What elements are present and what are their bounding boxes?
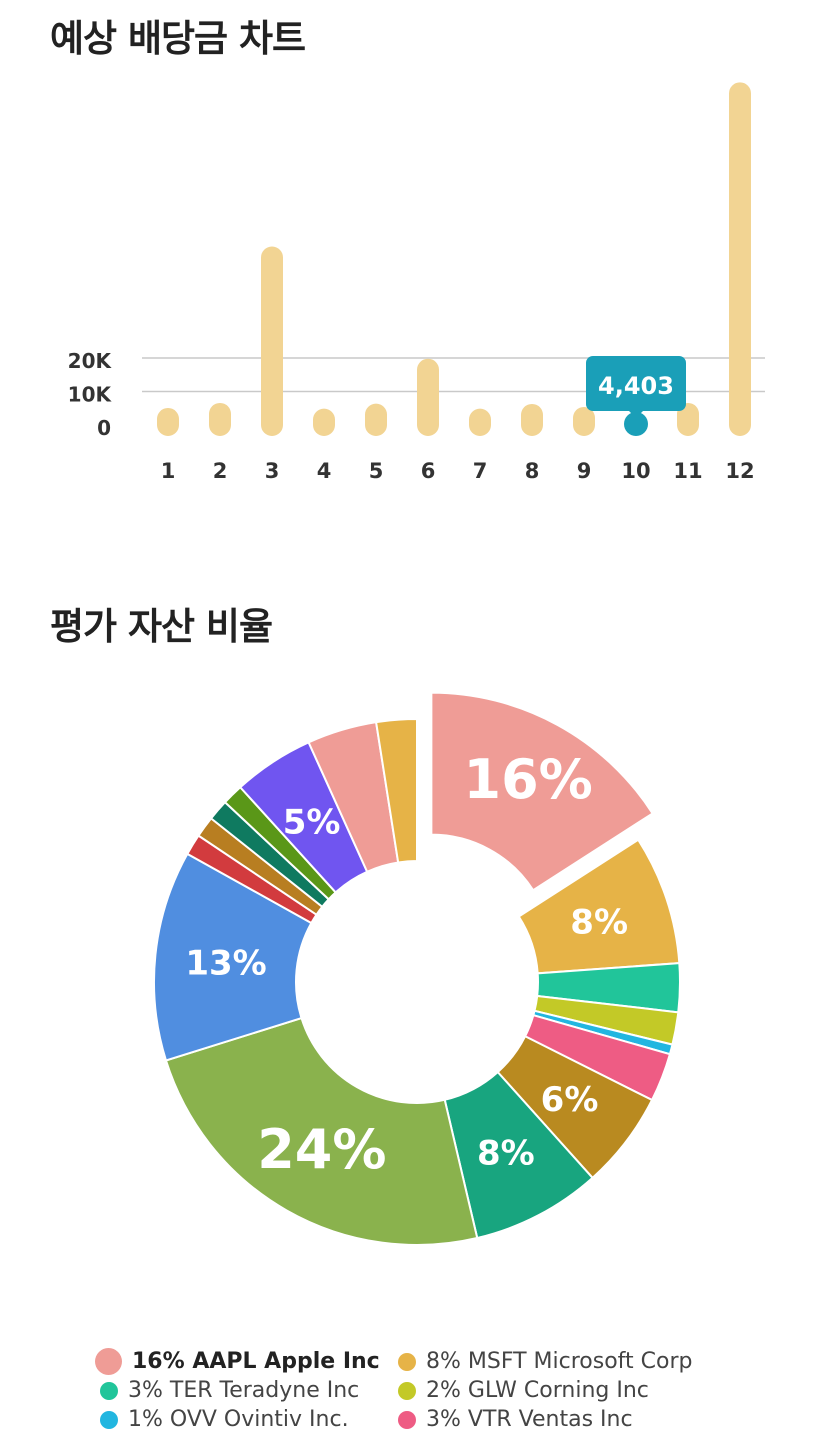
legend-row: 1% OVV Ovintiv Inc. 3% VTR Ventas Inc (95, 1405, 815, 1434)
legend-item-ter[interactable]: 3% TER Teradyne Inc (95, 1378, 393, 1403)
bar[interactable] (521, 403, 543, 436)
asset-ratio-title: 평가 자산 비율 (50, 605, 273, 648)
bar-highlighted[interactable] (624, 412, 648, 436)
donut-slice[interactable] (374, 717, 418, 864)
legend-item-aapl[interactable]: 16% AAPL Apple Inc (95, 1348, 393, 1375)
x-tick-label: 5 (369, 459, 384, 483)
bar[interactable] (573, 406, 595, 436)
legend-item-glw[interactable]: 2% GLW Corning Inc (393, 1378, 649, 1403)
slice-label: 13% (185, 943, 266, 983)
donut-slice[interactable] (164, 1016, 479, 1246)
donut-slice[interactable] (153, 852, 313, 1062)
donut-legend: 16% AAPL Apple Inc 8% MSFT Microsoft Cor… (95, 1347, 815, 1434)
legend-label: 1% OVV Ovintiv Inc. (128, 1407, 349, 1432)
slice-label: 6% (541, 1080, 599, 1120)
bar[interactable] (157, 407, 179, 436)
x-tick-label: 3 (265, 459, 280, 483)
legend-dot-icon (398, 1381, 416, 1400)
x-tick-label: 10 (621, 459, 650, 483)
bar[interactable] (417, 358, 439, 436)
y-tick-label: 0 (97, 416, 111, 440)
bar[interactable] (469, 408, 491, 436)
legend-dot-icon (100, 1381, 118, 1400)
x-tick-label: 11 (673, 459, 702, 483)
slice-label: 16% (464, 748, 593, 811)
legend-label: 3% TER Teradyne Inc (128, 1378, 360, 1403)
bar[interactable] (209, 402, 231, 436)
y-tick-label: 20K (68, 349, 113, 373)
legend-dot-icon (398, 1410, 416, 1429)
bar[interactable] (365, 403, 387, 436)
x-tick-label: 8 (525, 459, 540, 483)
asset-donut-chart[interactable]: 16%8%6%8%24%13%5% (0, 0, 833, 1300)
legend-row: 3% TER Teradyne Inc 2% GLW Corning Inc (95, 1376, 815, 1405)
legend-item-ovv[interactable]: 1% OVV Ovintiv Inc. (95, 1407, 393, 1432)
legend-label: 8% MSFT Microsoft Corp (426, 1349, 693, 1374)
legend-item-vtr[interactable]: 3% VTR Ventas Inc (393, 1407, 633, 1432)
x-tick-label: 6 (421, 459, 436, 483)
legend-dot-icon (398, 1352, 416, 1371)
legend-item-msft[interactable]: 8% MSFT Microsoft Corp (393, 1349, 692, 1374)
x-tick-label: 2 (213, 459, 228, 483)
tooltip-box (586, 356, 686, 411)
slice-label: 8% (477, 1133, 535, 1173)
slice-label: 5% (283, 803, 341, 843)
x-tick-label: 4 (317, 459, 332, 483)
x-tick-label: 7 (473, 459, 488, 483)
legend-label: 3% VTR Ventas Inc (426, 1407, 633, 1432)
donut-slice[interactable] (430, 691, 654, 892)
legend-row: 16% AAPL Apple Inc 8% MSFT Microsoft Cor… (95, 1347, 815, 1376)
tooltip-value: 4,403 (598, 372, 674, 400)
legend-dot-icon (95, 1348, 122, 1375)
bar[interactable] (729, 82, 751, 436)
x-tick-label: 9 (577, 459, 592, 483)
x-tick-label: 1 (161, 459, 176, 483)
bar[interactable] (261, 246, 283, 437)
legend-label: 2% GLW Corning Inc (426, 1378, 649, 1403)
dividend-chart-title: 예상 배당금 차트 (50, 17, 306, 60)
legend-label: 16% AAPL Apple Inc (132, 1349, 380, 1374)
y-tick-label: 10K (68, 383, 113, 407)
tooltip-arrow (628, 410, 644, 418)
slice-label: 24% (257, 1118, 386, 1181)
bar[interactable] (677, 402, 699, 436)
slice-label: 8% (570, 903, 628, 943)
legend-dot-icon (100, 1410, 118, 1429)
x-tick-label: 12 (725, 459, 754, 483)
bar[interactable] (313, 408, 335, 436)
